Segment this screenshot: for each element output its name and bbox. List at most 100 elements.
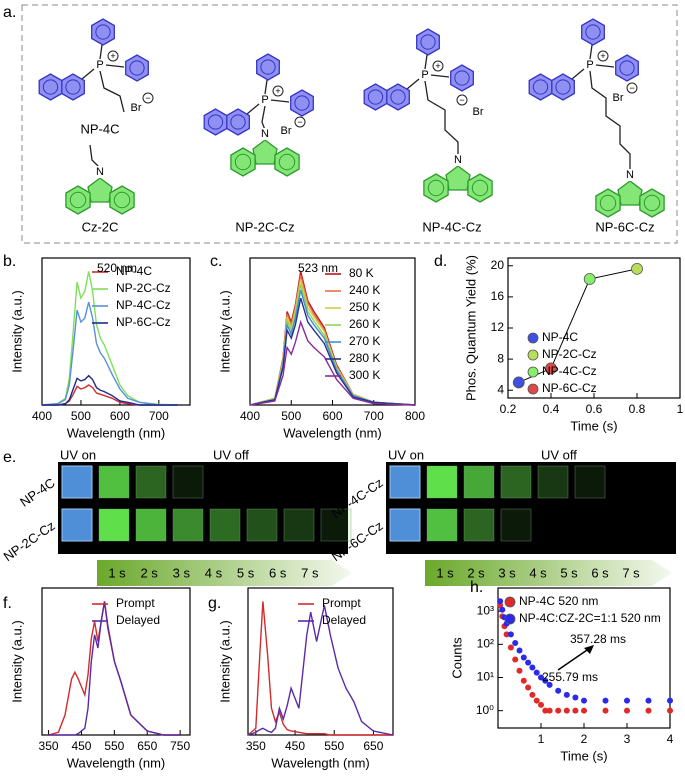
ring-inner (113, 191, 131, 209)
ring-inner (129, 60, 145, 76)
data-point (602, 707, 609, 714)
ring (617, 180, 643, 206)
legend-label: 270 K (349, 334, 380, 348)
x-tick-label: 700 (364, 409, 384, 423)
charge (432, 60, 444, 72)
bond (571, 68, 585, 80)
x-tick-label: 700 (149, 409, 169, 423)
atom-bg (95, 166, 105, 178)
ring (125, 54, 149, 82)
ring-inner (230, 114, 246, 130)
ring (38, 73, 63, 101)
ring-inner (294, 95, 310, 111)
sample-label: NP-2C-Cz (1, 518, 58, 564)
data-point (512, 376, 525, 389)
uv-on-label: UV on (60, 447, 96, 462)
spectrum-line (247, 605, 394, 736)
spectrum-line (249, 275, 416, 406)
timeline-label: 2 s (467, 565, 485, 580)
spectrum-line (42, 384, 179, 406)
panel-label: h. (470, 579, 483, 596)
ring (528, 73, 553, 101)
afterglow-square (172, 508, 204, 542)
x-tick-label: 450 (285, 739, 305, 753)
ring (61, 73, 85, 101)
panel-label: a. (3, 4, 16, 21)
data-point (645, 697, 652, 704)
y-tick-label: 10¹ (477, 670, 494, 684)
bond (81, 68, 95, 80)
data-point (512, 639, 519, 646)
legend-label: 260 K (349, 317, 380, 331)
data-point (572, 707, 579, 714)
ring (581, 18, 605, 46)
x-axis-label: Wavelength (nm) (283, 425, 382, 440)
structure-frame (21, 4, 678, 244)
charge (294, 116, 306, 128)
legend-swatch (527, 383, 539, 395)
bond (270, 99, 290, 103)
afterglow-square (500, 508, 532, 542)
x-tick-label: 350 (246, 739, 266, 753)
ring (450, 64, 474, 92)
data-point (497, 602, 504, 609)
y-tick-label: 16 (491, 289, 505, 303)
ring-inner (619, 60, 635, 76)
data-point (624, 707, 630, 714)
charge (626, 82, 638, 94)
data-point (555, 687, 562, 694)
charge-sign: + (110, 51, 115, 61)
data-point (583, 273, 596, 285)
y-axis-label: Intensity (a.u.) (9, 290, 24, 372)
ring (467, 173, 493, 203)
afterglow-square (537, 465, 569, 499)
x-tick-label: 600 (322, 409, 342, 423)
atom: P (586, 59, 593, 71)
data-point (529, 664, 536, 671)
atom: Br (131, 102, 142, 114)
afterglow-square (172, 465, 204, 499)
y-tick-label: 4 (497, 382, 504, 396)
ring (91, 18, 115, 46)
ring-inner (585, 24, 601, 40)
legend-label: Delayed (322, 613, 366, 627)
ring-inner (454, 70, 470, 86)
legend-label: NP-2C-Cz (542, 347, 597, 361)
timeline-label: 3 s (498, 565, 516, 580)
ring (423, 173, 449, 203)
ring (252, 139, 278, 165)
uv-on-label: UV on (388, 447, 424, 462)
ring-inner (42, 79, 59, 95)
timeline-label: 1 s (108, 565, 126, 580)
bond (99, 70, 125, 113)
ring (595, 188, 621, 218)
structure-label: NP-6C-Cz (595, 219, 654, 234)
y-axis-label: Phos. Quantum Yield (%) (463, 255, 478, 401)
afterglow-square (426, 465, 458, 499)
plot-frame (247, 587, 394, 736)
bond (246, 103, 260, 115)
charge (597, 50, 609, 62)
x-axis-label: Wavelength (nm) (67, 425, 166, 440)
data-point (503, 631, 510, 638)
timeline-label: 7 s (622, 565, 640, 580)
timeline-label: 3 s (173, 565, 191, 580)
atom: N (454, 154, 462, 166)
ring (416, 28, 440, 56)
panel-label: b. (3, 253, 16, 270)
plot-frame (41, 587, 191, 736)
ring-inner (65, 79, 81, 95)
ring-inner (471, 179, 489, 197)
data-point (624, 697, 630, 704)
uv-off-label: UV off (541, 447, 577, 462)
uv-off-label: UV off (213, 447, 249, 462)
ring (615, 54, 639, 82)
ring-inner (532, 79, 549, 95)
legend-label: NP-4C (542, 330, 578, 344)
spectrum-line (247, 601, 393, 736)
legend-swatch (527, 332, 539, 344)
ring (256, 53, 280, 81)
annotation-arrowhead (584, 645, 594, 654)
data-point (667, 707, 673, 714)
ring-inner (95, 24, 111, 40)
